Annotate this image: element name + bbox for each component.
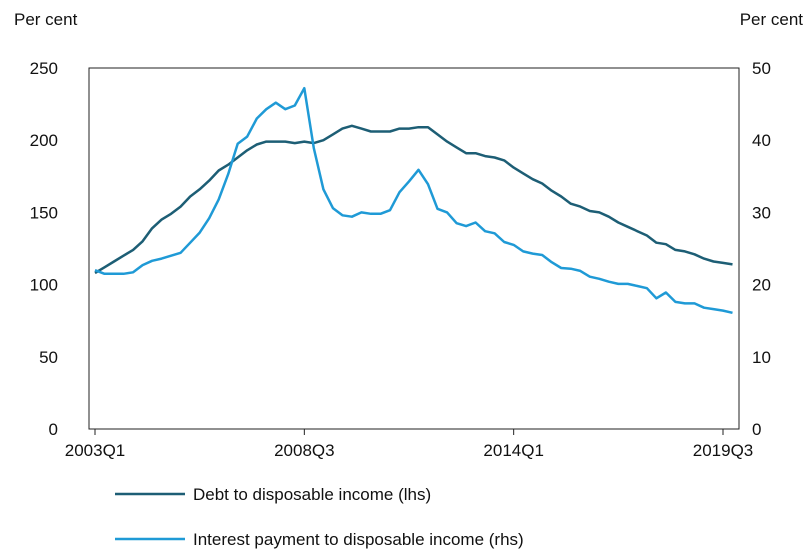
legend-label-interest: Interest payment to disposable income (r… <box>193 530 524 549</box>
x-tick-label-1: 2008Q3 <box>274 441 335 460</box>
x-axis-ticks: 2003Q1 2008Q3 2014Q1 2019Q3 <box>65 429 754 460</box>
right-tick-label-4: 40 <box>752 131 771 150</box>
left-tick-label-5: 250 <box>30 59 58 78</box>
left-y-axis-ticks: 0 50 100 150 200 250 <box>30 59 58 439</box>
right-axis-unit: Per cent <box>740 10 804 29</box>
series-line-1 <box>94 86 733 315</box>
legend: Debt to disposable income (lhs) Interest… <box>115 485 524 549</box>
plot-frame <box>88 67 740 430</box>
right-y-axis-ticks: 0 10 20 30 40 50 <box>752 59 771 439</box>
left-tick-label-4: 200 <box>30 131 58 150</box>
right-tick-label-2: 20 <box>752 276 771 295</box>
legend-label-debt: Debt to disposable income (lhs) <box>193 485 431 504</box>
x-tick-label-2: 2014Q1 <box>483 441 544 460</box>
x-tick-label-3: 2019Q3 <box>693 441 754 460</box>
right-tick-label-0: 0 <box>752 420 761 439</box>
x-tick-label-0: 2003Q1 <box>65 441 126 460</box>
left-tick-label-1: 50 <box>39 348 58 367</box>
right-tick-label-1: 10 <box>752 348 771 367</box>
left-axis-unit: Per cent <box>14 10 78 29</box>
left-tick-label-3: 150 <box>30 203 58 222</box>
left-tick-label-2: 100 <box>30 276 58 295</box>
series-line-0 <box>94 124 733 275</box>
left-tick-label-0: 0 <box>49 420 58 439</box>
right-tick-label-5: 50 <box>752 59 771 78</box>
series-lines <box>94 86 733 315</box>
right-tick-label-3: 30 <box>752 203 771 222</box>
